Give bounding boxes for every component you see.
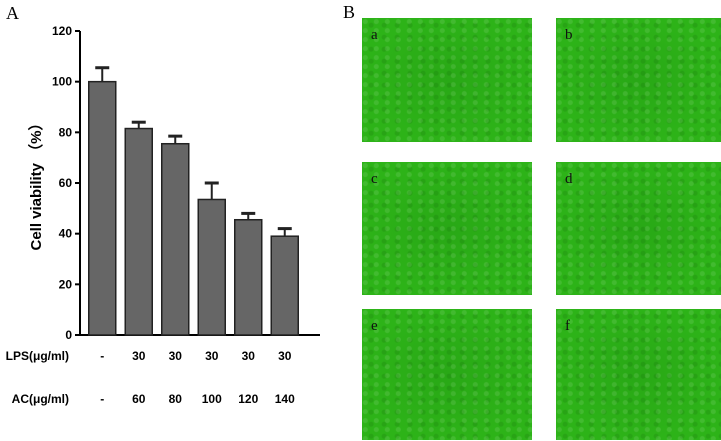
bar: [161, 142, 190, 336]
row-value: 60: [132, 392, 146, 406]
micrograph-label: d: [565, 171, 573, 187]
row-label: AC(μg/ml): [12, 392, 69, 406]
y-tick-label: 120: [52, 24, 72, 38]
panel-b-letter: B: [343, 2, 355, 22]
row-value: 30: [132, 349, 146, 363]
micrograph-e: e: [362, 309, 532, 440]
row-value: 30: [169, 349, 183, 363]
micrograph-label: b: [565, 27, 573, 43]
bar: [197, 198, 226, 336]
bar: [124, 127, 153, 336]
row-value: 30: [242, 349, 256, 363]
y-tick-label: 80: [59, 125, 73, 139]
micrograph-b: b: [556, 18, 721, 142]
micrograph-label: c: [371, 171, 378, 187]
micrograph-c: c: [362, 162, 532, 295]
panel-a-letter: A: [6, 3, 19, 23]
micrograph-label: f: [565, 318, 570, 334]
row-value: 30: [205, 349, 219, 363]
y-tick-label: 60: [59, 176, 73, 190]
micrograph-label: e: [371, 318, 378, 334]
row-value: 140: [275, 392, 295, 406]
y-tick-label: 0: [65, 328, 72, 342]
row-value: 80: [169, 392, 183, 406]
bar: [270, 235, 299, 336]
y-tick-label: 100: [52, 75, 72, 89]
micrograph-f: f: [556, 309, 721, 440]
bar: [88, 80, 117, 336]
bar: [234, 218, 263, 336]
y-tick-label: 20: [59, 277, 73, 291]
row-value: 100: [202, 392, 222, 406]
row-value: 30: [278, 349, 292, 363]
micrograph-d: d: [556, 162, 721, 295]
micrograph-a: a: [362, 18, 532, 142]
y-axis-label: Cell viability （%）: [27, 115, 45, 250]
row-value: -: [100, 392, 104, 406]
row-value: 120: [238, 392, 258, 406]
row-value: -: [100, 349, 104, 363]
micrograph-label: a: [371, 27, 378, 43]
y-tick-label: 40: [59, 227, 73, 241]
row-label: LPS(μg/ml): [6, 349, 69, 363]
